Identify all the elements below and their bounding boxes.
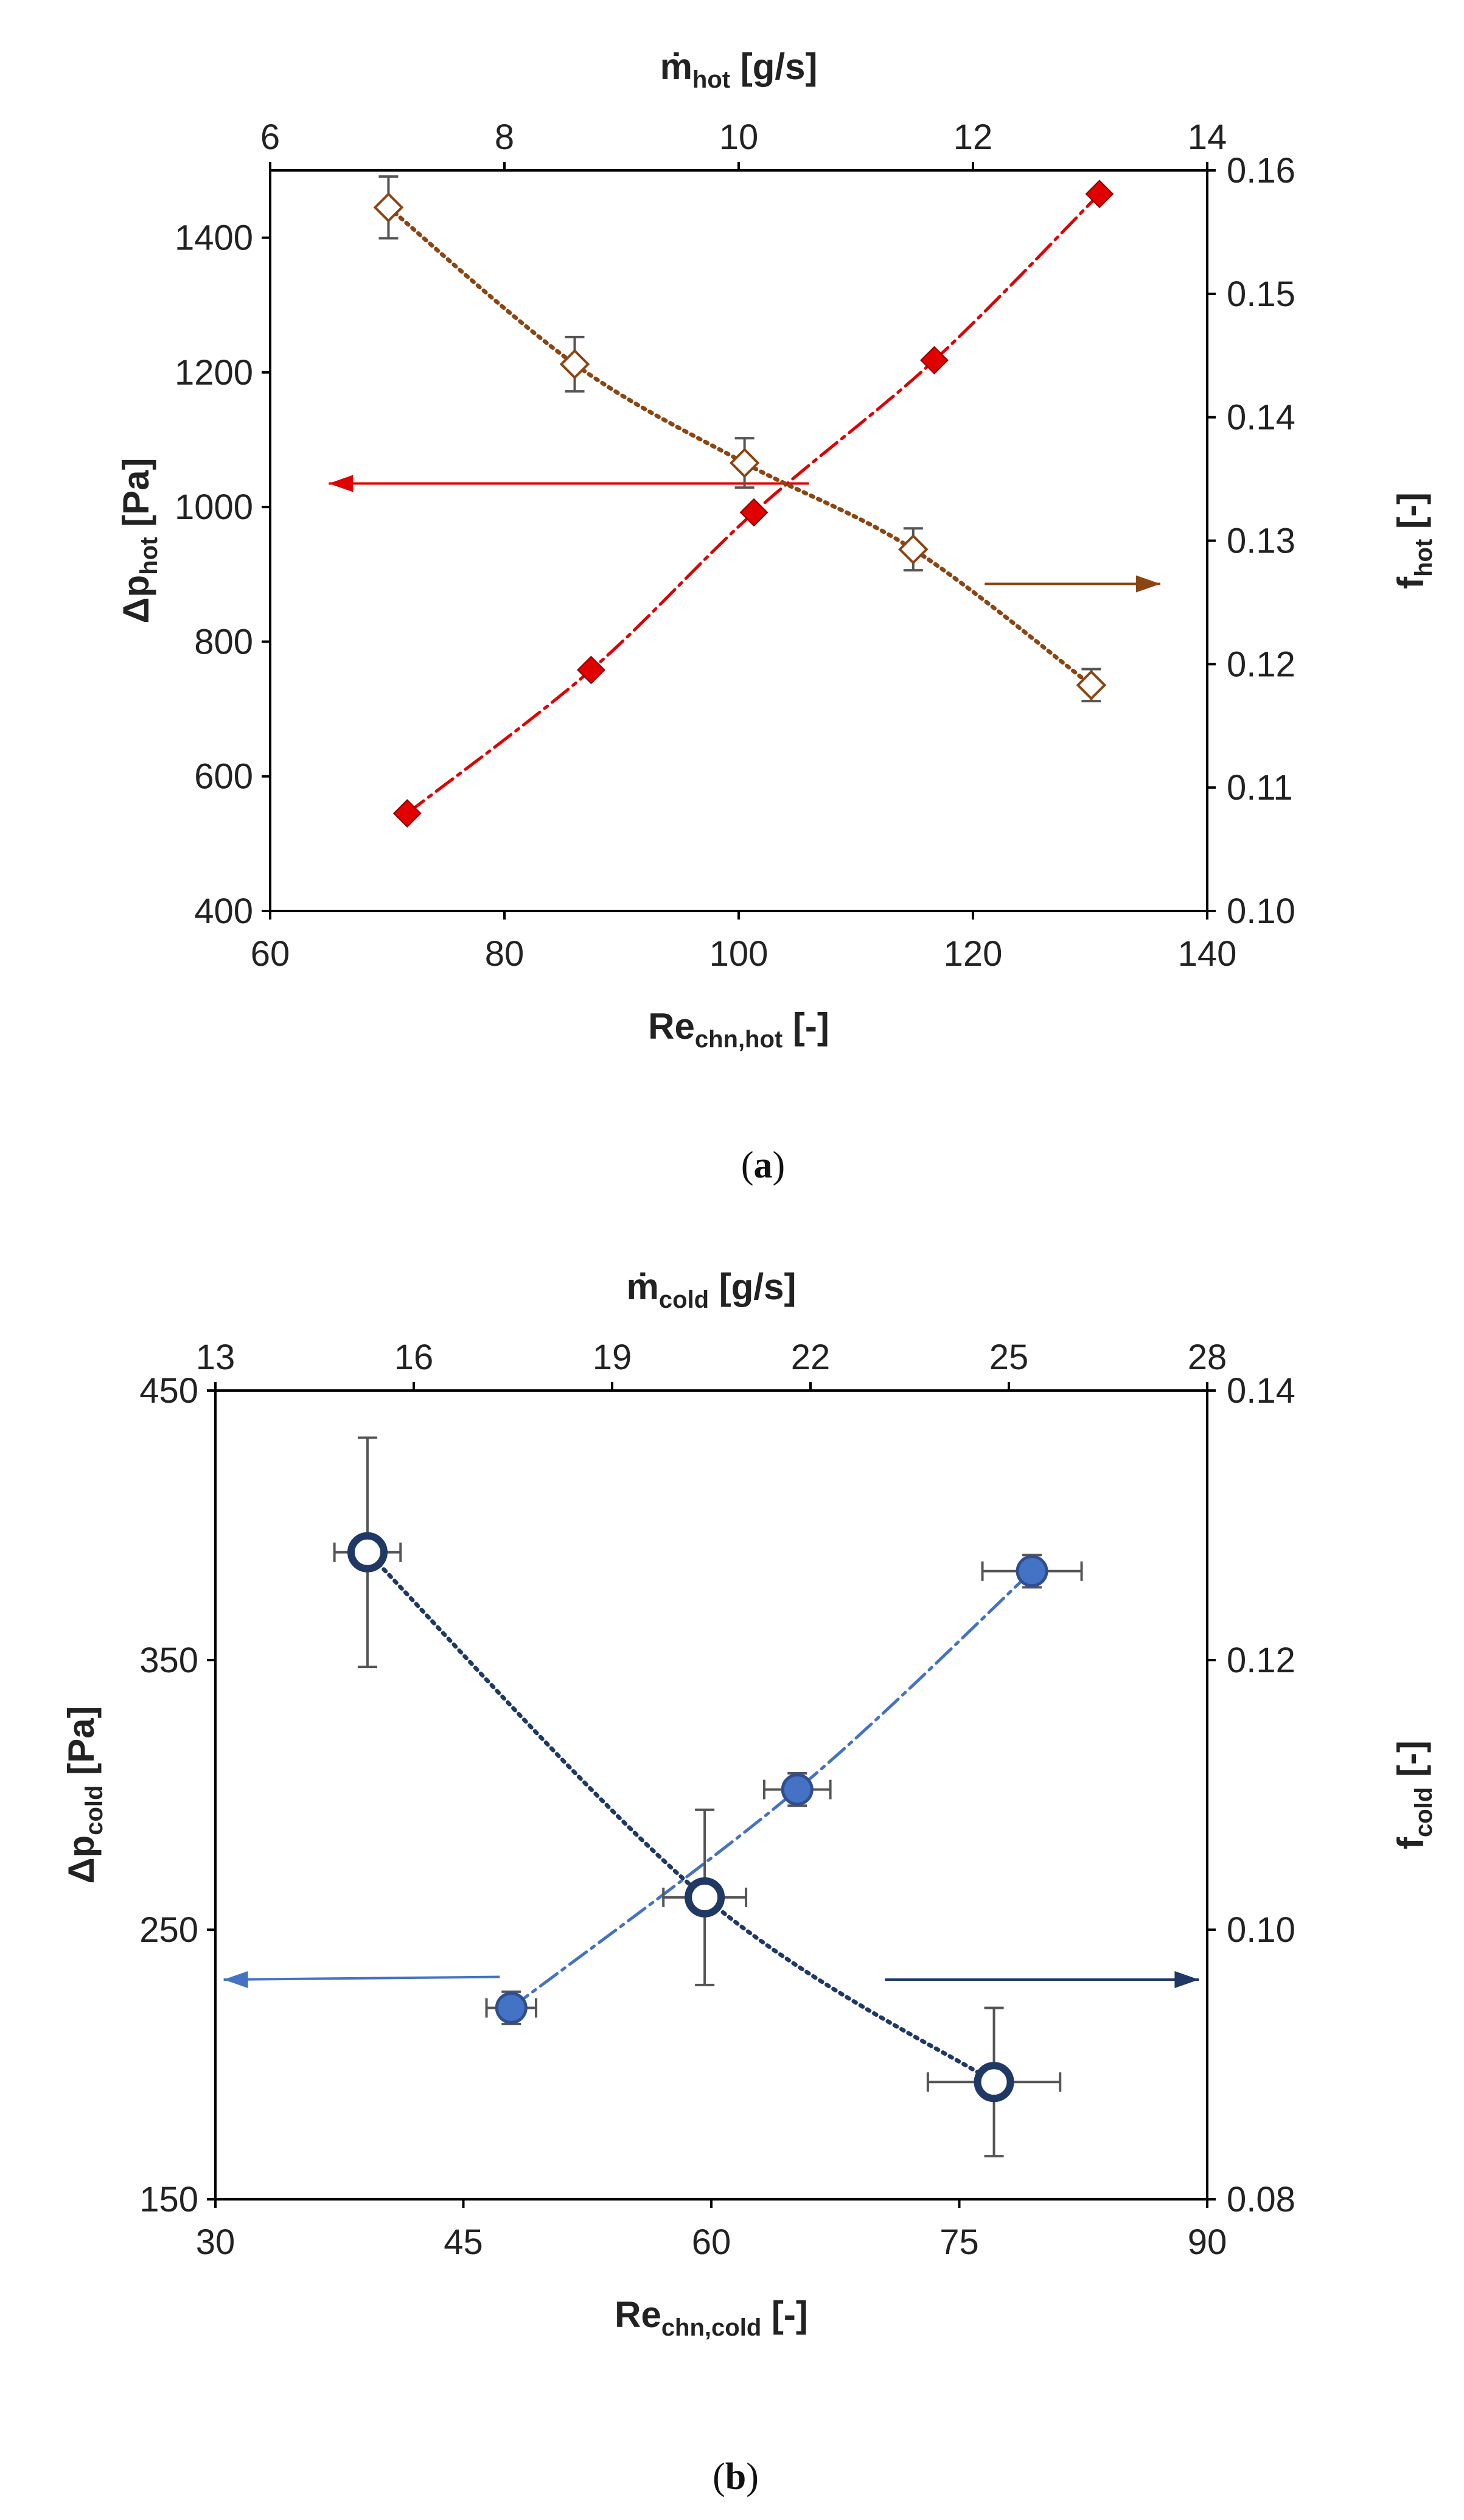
x-bottom-tick-label: 80 xyxy=(485,934,525,974)
y-right-tick-label: 0.12 xyxy=(1227,644,1295,684)
x-top-tick-label: 8 xyxy=(495,117,514,157)
data-point xyxy=(392,799,422,828)
x-top-tick-label: 19 xyxy=(593,1338,632,1377)
data-point xyxy=(1016,1555,1048,1588)
y-left-tick-label: 800 xyxy=(194,622,253,661)
data-point xyxy=(739,498,769,527)
y-right-tick-label: 0.11 xyxy=(1227,768,1293,808)
x-top-axis-title: ṁhot [g/s] xyxy=(660,46,818,93)
series-trend-line xyxy=(365,1550,997,2084)
data-point xyxy=(1085,180,1114,209)
chart-b: 30 45 60 75 90 13 16 19 22 25 28 150 250 350 450 0.08 0.… xyxy=(61,1266,1437,2497)
y-right-tick-label: 0.08 xyxy=(1227,2180,1295,2219)
x-bottom-tick-label: 100 xyxy=(709,934,769,974)
arrow-line xyxy=(223,1975,500,1981)
data-point xyxy=(729,447,760,478)
y-left-tick-label: 150 xyxy=(139,2180,198,2219)
y-left-tick-label: 350 xyxy=(139,1641,198,1680)
data-point xyxy=(920,346,949,375)
x-bottom-tick-label: 60 xyxy=(251,934,290,974)
x-bottom-tick-label: 60 xyxy=(692,2222,731,2262)
x-top-axis-title: ṁcold [g/s] xyxy=(627,1266,796,1313)
x-top-tick-label: 25 xyxy=(989,1338,1029,1377)
y-right-tick-label: 0.10 xyxy=(1227,1910,1295,1950)
data-point xyxy=(781,1773,814,1806)
y-left-axis-title: Δphot [Pa] xyxy=(116,458,162,624)
x-top-tick-label: 13 xyxy=(196,1338,235,1377)
arrow-head xyxy=(223,1970,248,1988)
y-right-axis-title: fcold [-] xyxy=(1390,1740,1437,1849)
y-right-tick-label: 0.16 xyxy=(1227,151,1295,190)
x-bottom-axis-title: Rechn,hot [-] xyxy=(648,1006,829,1053)
data-point xyxy=(347,1532,388,1572)
y-left-tick-label: 1400 xyxy=(175,218,253,258)
arrow-head xyxy=(329,475,354,492)
y-left-tick-label: 250 xyxy=(139,1910,198,1950)
data-point xyxy=(559,349,590,380)
y-right-tick-label: 0.13 xyxy=(1227,522,1295,561)
data-point xyxy=(495,1991,528,2024)
x-bottom-tick-label: 120 xyxy=(944,934,1003,974)
data-point xyxy=(1076,669,1107,700)
x-top-tick-label: 14 xyxy=(1188,117,1227,157)
y-left-tick-label: 1200 xyxy=(175,353,253,393)
x-bottom-tick-label: 140 xyxy=(1178,934,1237,974)
plot-frame xyxy=(214,1389,1208,2201)
series-trend-line xyxy=(386,205,1093,688)
x-bottom-tick-label: 75 xyxy=(939,2222,979,2262)
y-right-tick-label: 0.14 xyxy=(1227,398,1295,438)
y-right-tick-label: 0.15 xyxy=(1227,274,1295,314)
chart-a: 60 80 100 120 140 6 8 10 12 14 400 600 800 1000 1200 14… xyxy=(116,46,1437,1186)
y-right-tick-label: 0.14 xyxy=(1227,1371,1295,1411)
y-left-tick-label: 450 xyxy=(139,1371,198,1411)
figure-caption: (b) xyxy=(713,2456,759,2497)
x-top-tick-label: 6 xyxy=(260,117,280,157)
y-left-tick-label: 1000 xyxy=(175,487,253,527)
figure-caption: (a) xyxy=(741,1145,785,1186)
y-left-axis-title: Δpcold [Pa] xyxy=(61,1706,108,1883)
x-bottom-tick-label: 30 xyxy=(196,2222,235,2262)
arrow-head xyxy=(1174,1970,1199,1988)
x-top-tick-label: 16 xyxy=(394,1338,434,1377)
y-left-tick-label: 400 xyxy=(194,892,253,931)
y-right-tick-label: 0.10 xyxy=(1227,892,1295,931)
y-right-axis-title: fhot [-] xyxy=(1390,492,1437,589)
y-left-tick-label: 600 xyxy=(194,757,253,797)
x-top-tick-label: 28 xyxy=(1188,1338,1227,1377)
data-point xyxy=(577,655,605,685)
x-bottom-axis-title: Rechn,cold [-] xyxy=(615,2294,808,2341)
plot-frame xyxy=(269,169,1208,912)
x-top-tick-label: 10 xyxy=(719,117,759,157)
x-bottom-tick-label: 90 xyxy=(1188,2222,1227,2262)
x-top-tick-label: 12 xyxy=(953,117,993,157)
data-point xyxy=(898,534,929,565)
x-bottom-tick-label: 45 xyxy=(444,2222,483,2262)
data-point xyxy=(373,192,404,223)
x-top-tick-label: 22 xyxy=(791,1338,831,1377)
y-right-tick-label: 0.12 xyxy=(1227,1641,1295,1680)
data-point xyxy=(974,2062,1014,2103)
data-point xyxy=(685,1877,725,1918)
arrow-head xyxy=(1136,575,1160,593)
